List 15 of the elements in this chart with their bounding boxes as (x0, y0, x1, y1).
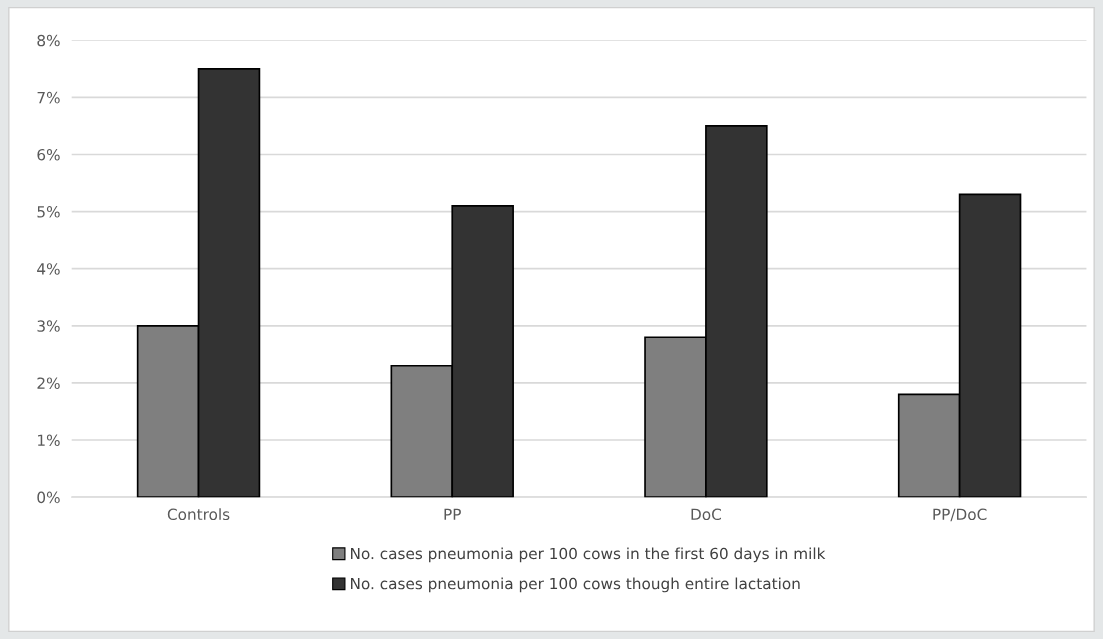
y-tick-label: 8% (37, 34, 60, 47)
x-tick-label: PP (444, 508, 461, 520)
y-tick-label: 0% (37, 491, 60, 504)
legend-label: No. cases pneumonia per 100 cows though entire lactation (351, 577, 800, 593)
y-tick-label: 6% (37, 148, 60, 161)
x-tick-label: Controls (167, 508, 230, 521)
y-tick-label: 5% (37, 206, 60, 218)
y-tick-label: 3% (37, 320, 60, 332)
legend-label: No. cases pneumonia per 100 cows in the first 60 days in milk (351, 547, 826, 563)
y-tick-label: 1% (38, 434, 60, 447)
x-tick-label: PP/DoC (933, 508, 987, 522)
y-tick-label: 2% (37, 377, 60, 389)
y-tick-label: 7% (37, 91, 60, 104)
x-tick-label: DoC (691, 508, 721, 521)
y-tick-label: 4% (37, 263, 60, 275)
